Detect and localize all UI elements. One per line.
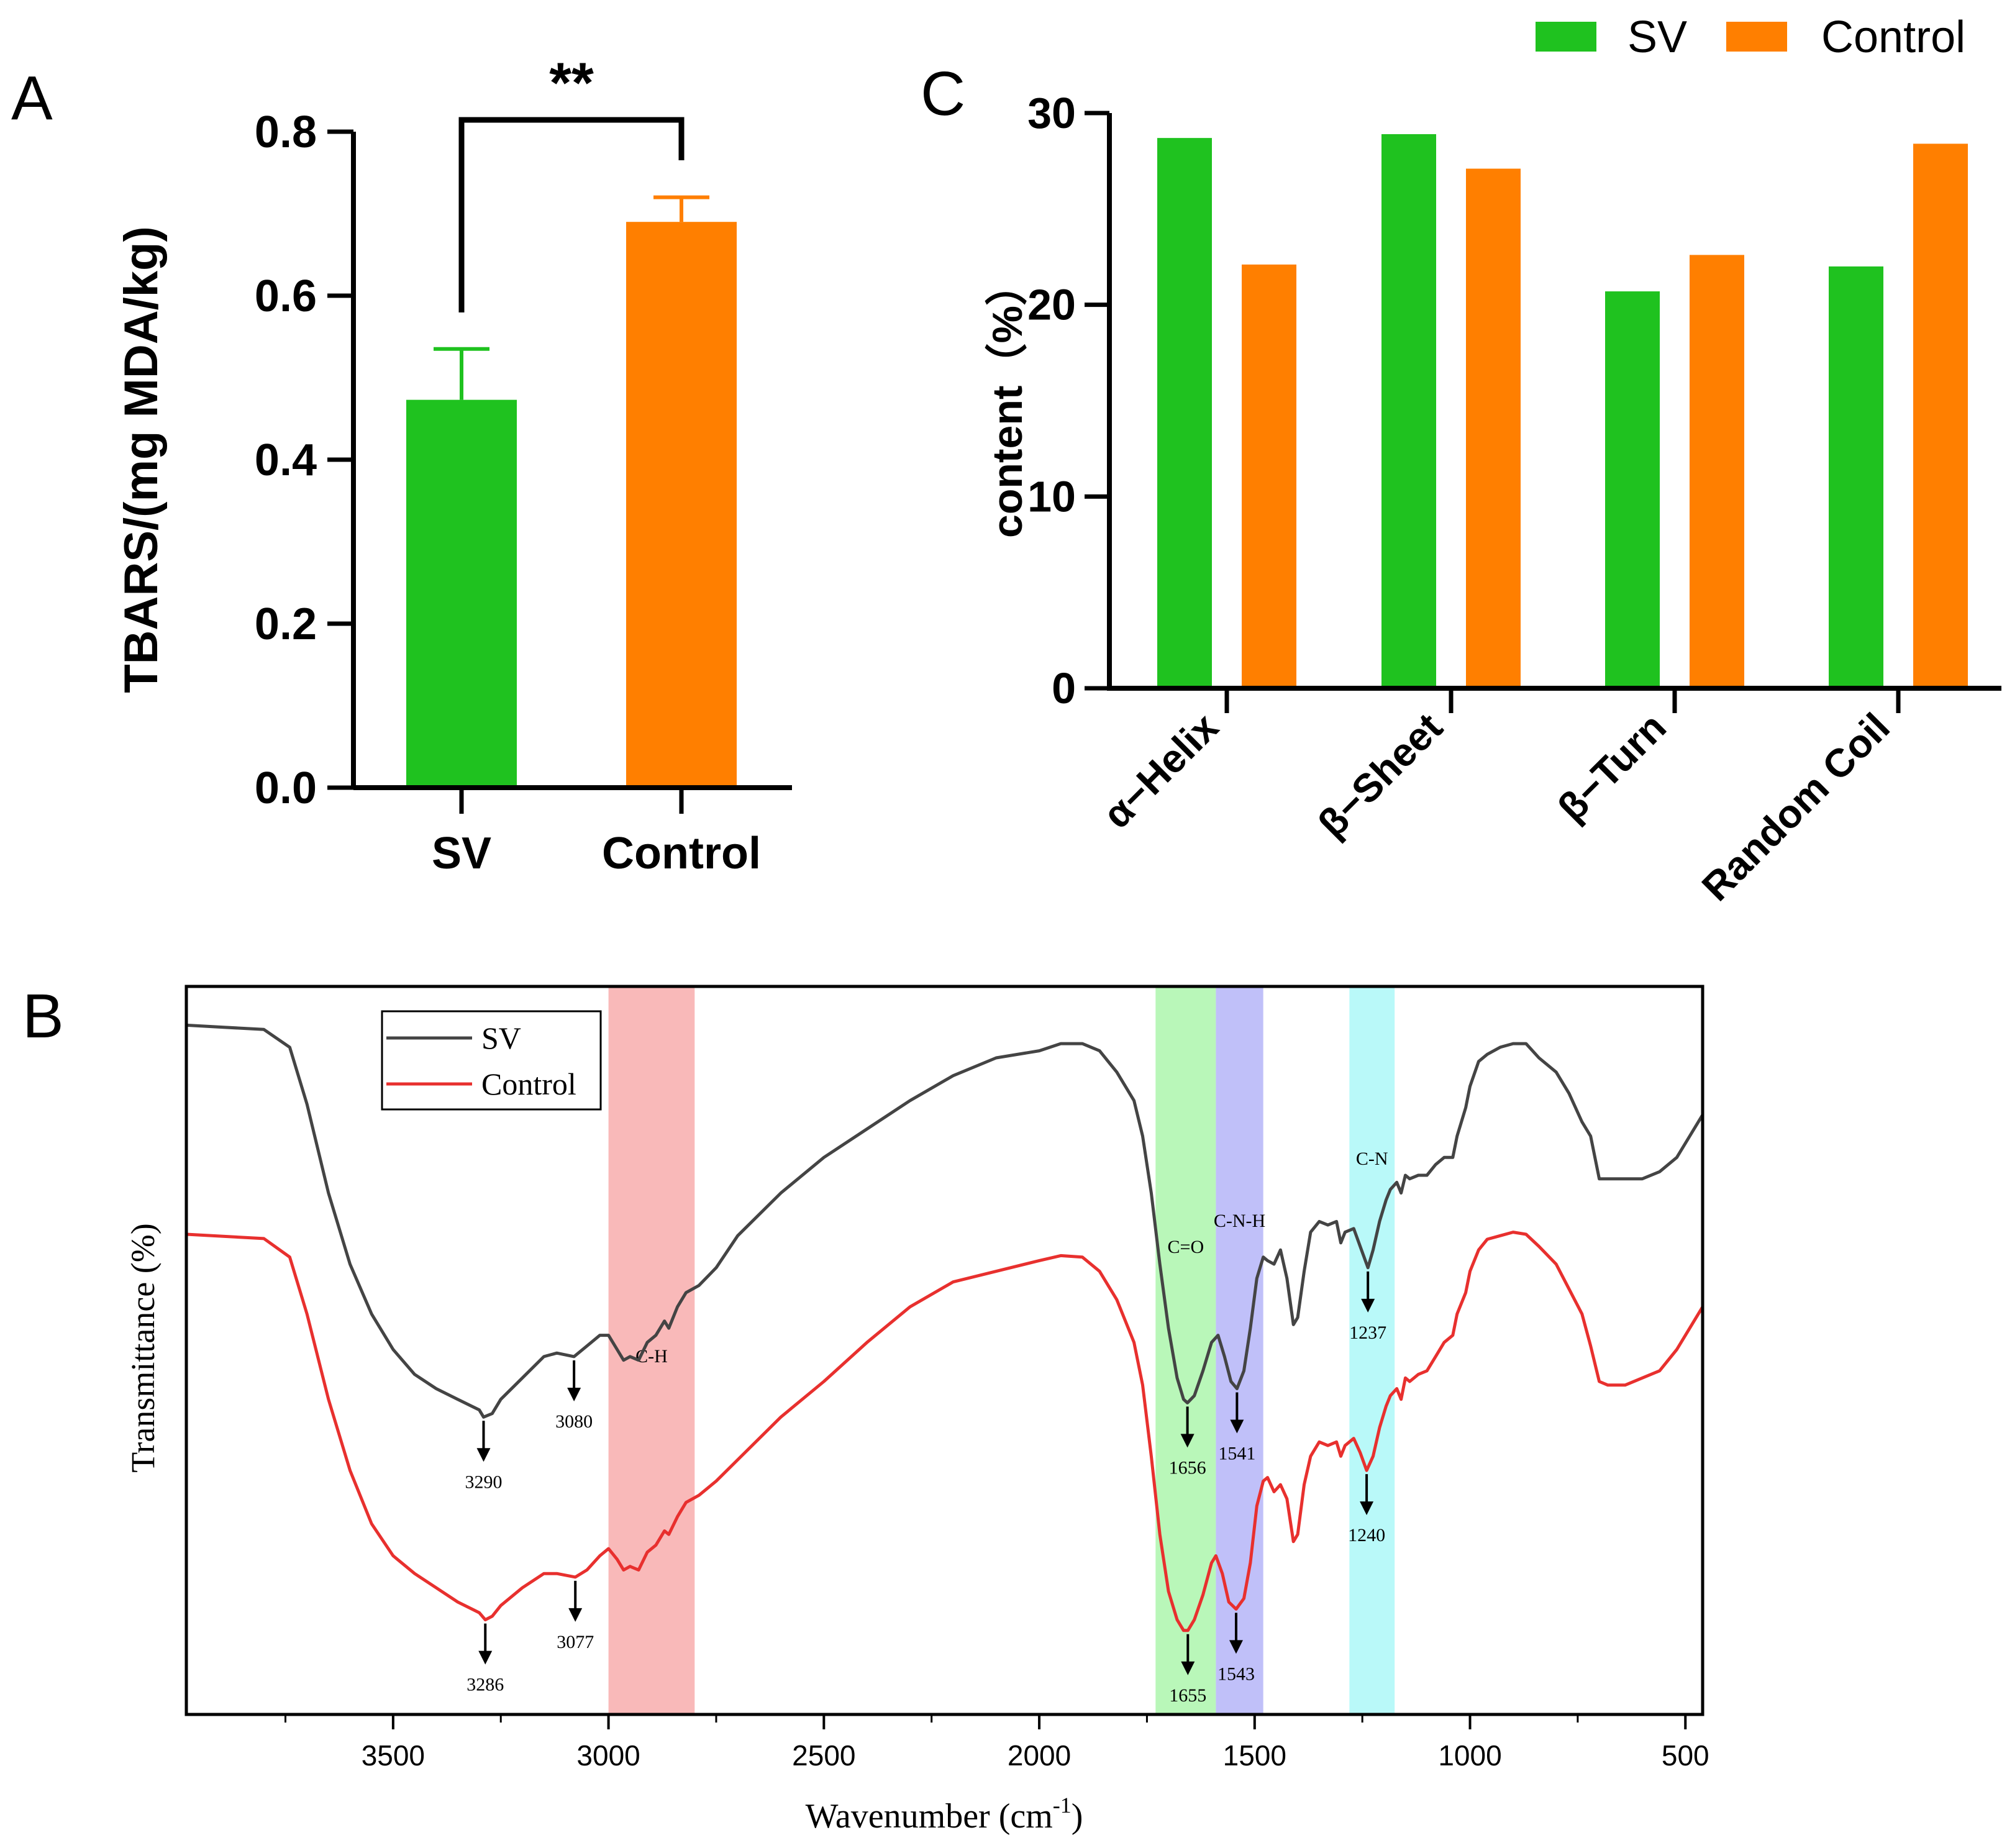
panel-b-x-axis-label: Wavenumber (cm-1) xyxy=(806,1793,1083,1836)
annotation-label-1: 3080 xyxy=(555,1411,593,1432)
legend-label-control: Control xyxy=(1821,12,1965,62)
bar-sv-1 xyxy=(1381,134,1436,688)
bar-control-3 xyxy=(1913,143,1968,689)
panel-c-legend: SV Control xyxy=(1536,12,1965,62)
band-0 xyxy=(608,988,695,1713)
x-tick-label-0: 3500 xyxy=(362,1739,425,1772)
y-tick-label-4: 0.8 xyxy=(255,107,317,157)
x-tick-label-1: Control xyxy=(602,829,761,878)
x-tick-label-4: 1500 xyxy=(1223,1739,1286,1772)
annotation-arrow-head-7 xyxy=(1181,1661,1195,1675)
legend-swatch-sv xyxy=(1536,22,1596,52)
panel-b-peak-annotations: 3290 3080 1656 1541 1237 3286 3077 1655 1543 1240 xyxy=(465,1271,1386,1706)
panel-letter-a: A xyxy=(11,63,53,133)
panel-a-bars xyxy=(406,222,737,788)
bar-control-1 xyxy=(1466,168,1521,689)
y-tick-label-3: 0.6 xyxy=(255,271,317,321)
legend-swatch-control xyxy=(1726,22,1787,52)
band-label-1: C=O xyxy=(1168,1237,1204,1257)
annotation-label-9: 1240 xyxy=(1348,1525,1385,1545)
annotation-arrow-head-8 xyxy=(1229,1640,1243,1654)
annotation-label-6: 3077 xyxy=(557,1632,594,1652)
y-tick-label-1: 10 xyxy=(1027,472,1076,521)
x-tick-label-0: SV xyxy=(432,829,491,878)
legend-box xyxy=(381,1010,602,1111)
annotation-arrow-head-3 xyxy=(1230,1419,1244,1434)
y-tick-label-0: 0.0 xyxy=(255,763,317,813)
significance-stars: ** xyxy=(549,52,594,115)
annotation-arrow-head-9 xyxy=(1360,1501,1374,1516)
panel-b-spectra xyxy=(186,1023,1704,1632)
bar-control-0 xyxy=(1242,264,1296,688)
y-tick-label-3: 30 xyxy=(1027,89,1076,137)
panel-b-bands: C-HC=OC-N-HC-N xyxy=(608,988,1395,1713)
legend-label-control: Control xyxy=(481,1067,576,1101)
y-tick-label-2: 20 xyxy=(1027,281,1076,329)
panel-c-y-axis-label: content（%） xyxy=(984,263,1031,538)
annotation-arrow-head-2 xyxy=(1180,1434,1195,1448)
x-tick-label-6: 500 xyxy=(1662,1739,1709,1772)
x-tick-label-5: 1000 xyxy=(1438,1739,1501,1772)
spectrum-line-sv xyxy=(186,1023,1704,1419)
panel-a-error-bars xyxy=(434,195,709,400)
annotation-label-7: 1655 xyxy=(1169,1685,1206,1706)
significance-bracket xyxy=(458,117,685,312)
panel-letter-c: C xyxy=(921,59,965,129)
panel-b-x-ticks: 3500 3000 2500 2000 1500 1000 500 xyxy=(284,1714,1709,1772)
legend-label-sv: SV xyxy=(481,1021,521,1055)
legend-label-sv: SV xyxy=(1627,12,1687,62)
x-tick-label-2: 2500 xyxy=(792,1739,855,1772)
bar-control-2 xyxy=(1690,255,1744,688)
band-label-3: C-N xyxy=(1356,1149,1388,1169)
annotation-arrow-head-1 xyxy=(567,1387,581,1401)
panel-c-bars xyxy=(1157,134,1968,689)
annotation-arrow-head-6 xyxy=(568,1608,583,1622)
panel-a-y-ticks: 0.0 0.2 0.4 0.6 0.8 xyxy=(255,107,353,813)
annotation-arrow-head-5 xyxy=(478,1650,493,1665)
annotation-label-2: 1656 xyxy=(1169,1457,1206,1478)
band-3 xyxy=(1349,988,1395,1713)
panel-c-y-ticks: 0 10 20 30 xyxy=(1027,89,1109,712)
annotation-arrow-head-4 xyxy=(1361,1298,1375,1313)
annotation-label-4: 1237 xyxy=(1349,1322,1386,1343)
y-tick-label-2: 0.4 xyxy=(255,435,317,485)
x-label-close: ) xyxy=(1072,1797,1083,1836)
annotation-label-8: 1543 xyxy=(1217,1664,1255,1684)
y-tick-label-0: 0 xyxy=(1052,664,1076,712)
bar-sv-3 xyxy=(1829,266,1883,688)
annotation-label-3: 1541 xyxy=(1218,1443,1255,1463)
annotation-label-0: 3290 xyxy=(465,1472,502,1492)
bar-sv-0 xyxy=(1157,138,1212,689)
panel-b-y-axis-label: Transmittance (%) xyxy=(124,1223,162,1472)
panel-a-x-ticks: SV Control xyxy=(432,788,761,878)
x-label-main: Wavenumber (cm xyxy=(806,1797,1053,1836)
panel-b-legend: SV Control xyxy=(381,1010,602,1111)
annotation-arrow-head-0 xyxy=(476,1448,491,1462)
panel-a-y-axis-label: TBARS/(mg MDA/kg) xyxy=(115,226,168,693)
panel-letter-b: B xyxy=(22,981,64,1051)
y-tick-label-1: 0.2 xyxy=(255,599,317,649)
x-tick-label-1: 3000 xyxy=(576,1739,640,1772)
panel-a-tbars-chart: 0.0 0.2 0.4 0.6 0.8 SV Control ** TBARS/(mg M… xyxy=(115,52,792,878)
x-label-sup: -1 xyxy=(1053,1793,1072,1818)
bar-sv xyxy=(406,399,517,788)
annotation-label-5: 3286 xyxy=(466,1675,504,1695)
bar-control xyxy=(626,222,737,788)
bar-sv-2 xyxy=(1605,291,1660,688)
band-label-2: C-N-H xyxy=(1214,1211,1265,1231)
x-tick-label-3: 2000 xyxy=(1008,1739,1071,1772)
panel-b-ftir-spectrum: C-HC=OC-N-HC-N 3290308016561541123732863… xyxy=(124,985,1709,1836)
spectrum-line-control xyxy=(186,1231,1704,1632)
panel-b-frame xyxy=(184,985,1704,1716)
band-1 xyxy=(1155,988,1216,1713)
